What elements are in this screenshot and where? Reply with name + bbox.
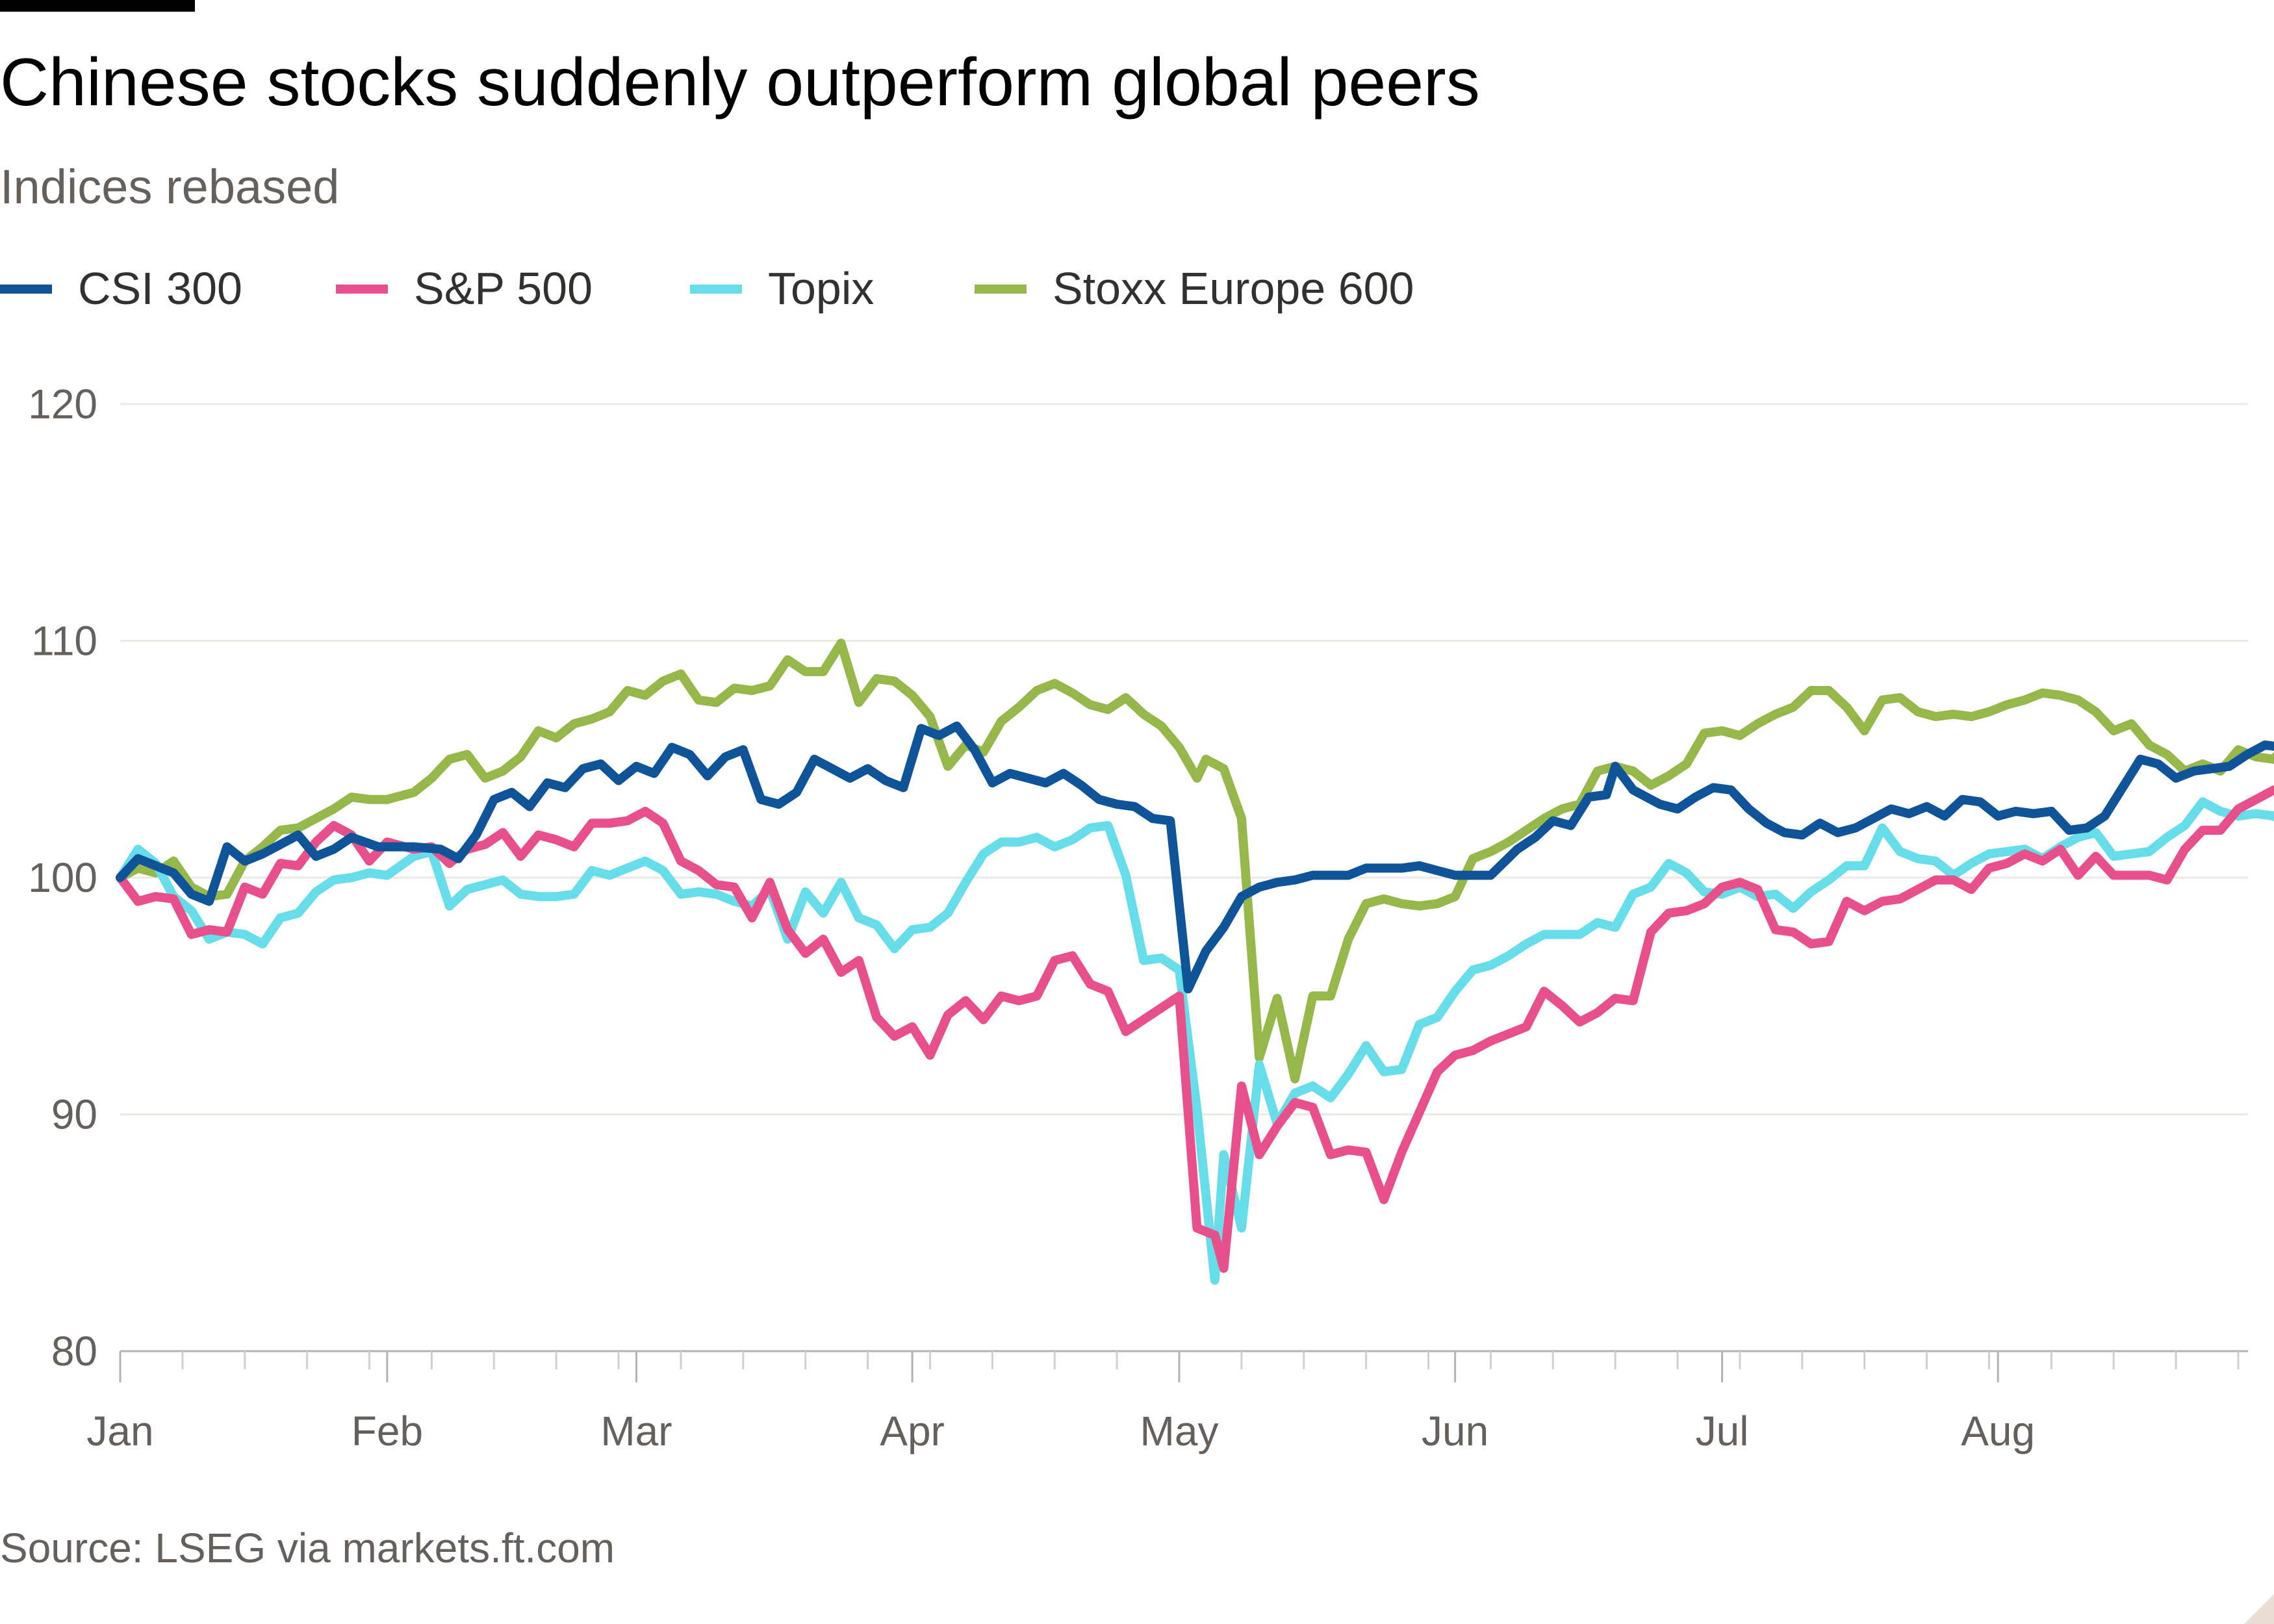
corner-fold <box>2244 1594 2274 1624</box>
chart-title: Chinese stocks suddenly outperform globa… <box>0 45 1480 120</box>
legend-swatch <box>336 285 388 294</box>
x-tick-label: Apr <box>880 1408 945 1454</box>
series-line-topix <box>116 797 2274 1285</box>
series-line-csi-300 <box>116 721 2274 994</box>
x-tick-label: Jul <box>1696 1408 1749 1454</box>
x-tick-label: May <box>1140 1408 1219 1454</box>
legend-label: S&P 500 <box>414 263 593 314</box>
legend-label: Stoxx Europe 600 <box>1053 263 1414 314</box>
chart-subtitle: Indices rebased <box>0 160 340 214</box>
legend-label: Topix <box>768 263 875 314</box>
y-tick-label: 80 <box>51 1328 97 1375</box>
y-tick-label: 110 <box>31 618 97 665</box>
x-tick-label: Mar <box>600 1408 672 1454</box>
source-note: Source: LSEG via markets.ft.com <box>0 1525 615 1571</box>
legend-swatch <box>690 285 742 294</box>
x-tick-label: Jun <box>1422 1408 1488 1454</box>
legend-swatch <box>0 285 52 294</box>
x-tick-label: Jan <box>86 1408 153 1454</box>
brand-top-bar <box>0 0 195 12</box>
legend-label: CSI 300 <box>78 263 242 314</box>
legend-swatch <box>975 285 1027 294</box>
series-line-stoxx-europe-600 <box>116 639 2274 1084</box>
x-tick-label: Aug <box>1961 1408 2035 1454</box>
y-tick-label: 90 <box>51 1091 97 1138</box>
line-chart: 80 90 100 110 120 Jan Feb Mar Apr May Jun Jul Aug <box>28 381 2274 1454</box>
x-tick-label: Feb <box>351 1408 423 1454</box>
y-tick-label: 120 <box>28 381 97 427</box>
y-tick-label: 100 <box>28 854 97 901</box>
series-line-s-p-500 <box>116 785 2274 1273</box>
